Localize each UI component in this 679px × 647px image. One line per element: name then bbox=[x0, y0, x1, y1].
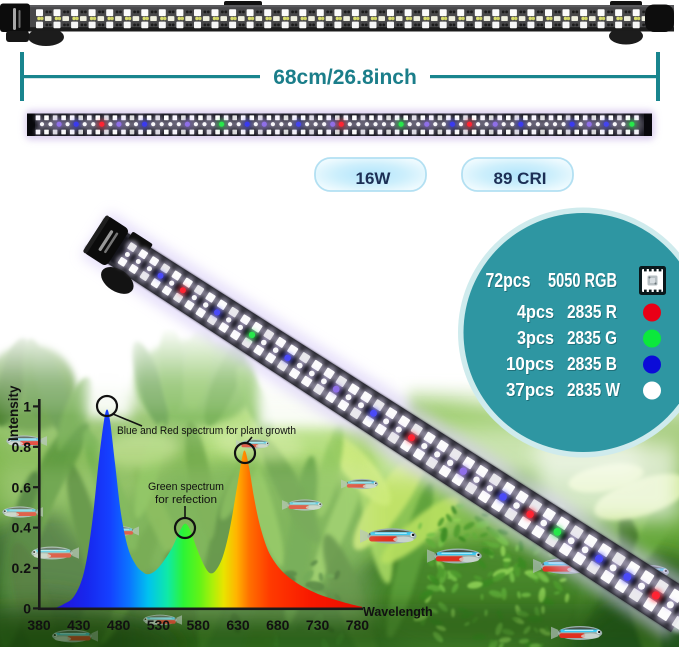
svg-text:5050 RGB: 5050 RGB bbox=[549, 271, 618, 293]
svg-text:0: 0 bbox=[23, 601, 31, 617]
svg-text:2835 R: 2835 R bbox=[567, 302, 617, 322]
svg-text:10pcs: 10pcs bbox=[506, 354, 554, 374]
svg-text:Blue and Red spectrum for plan: Blue and Red spectrum for plant growth bbox=[117, 425, 296, 437]
svg-text:380: 380 bbox=[27, 617, 51, 633]
svg-text:730: 730 bbox=[306, 617, 330, 633]
svg-text:0.4: 0.4 bbox=[12, 520, 32, 536]
svg-text:2835 G: 2835 G bbox=[567, 328, 617, 348]
svg-text:10pcs: 10pcs bbox=[507, 355, 555, 375]
svg-text:3pcs: 3pcs bbox=[518, 329, 555, 349]
svg-text:5050 RGB: 5050 RGB bbox=[548, 270, 617, 292]
svg-text:2835 B: 2835 B bbox=[567, 354, 617, 374]
svg-text:Wavelength: Wavelength bbox=[363, 605, 433, 619]
svg-text:0.8: 0.8 bbox=[12, 439, 32, 455]
svg-text:for refection: for refection bbox=[155, 494, 217, 506]
svg-text:780: 780 bbox=[346, 617, 370, 633]
svg-text:2835 W: 2835 W bbox=[568, 381, 621, 401]
svg-text:Intensity: Intensity bbox=[6, 385, 21, 441]
svg-text:72pcs: 72pcs bbox=[486, 271, 531, 293]
svg-text:37pcs: 37pcs bbox=[506, 380, 554, 400]
svg-text:0.6: 0.6 bbox=[12, 479, 32, 495]
svg-text:72pcs: 72pcs bbox=[486, 270, 531, 292]
svg-text:680: 680 bbox=[266, 617, 290, 633]
svg-text:16W: 16W bbox=[356, 169, 392, 188]
svg-text:89 CRI: 89 CRI bbox=[494, 169, 547, 188]
svg-text:37pcs: 37pcs bbox=[507, 381, 555, 401]
svg-text:530: 530 bbox=[147, 617, 171, 633]
svg-text:0.2: 0.2 bbox=[12, 560, 32, 576]
svg-text:2835 R: 2835 R bbox=[568, 303, 618, 323]
svg-text:580: 580 bbox=[187, 617, 211, 633]
svg-text:2835 G: 2835 G bbox=[568, 329, 618, 349]
svg-text:4pcs: 4pcs bbox=[517, 302, 554, 322]
svg-text:68cm/26.8inch: 68cm/26.8inch bbox=[273, 66, 417, 89]
svg-text:630: 630 bbox=[226, 617, 250, 633]
svg-text:430: 430 bbox=[67, 617, 91, 633]
svg-text:3pcs: 3pcs bbox=[517, 328, 554, 348]
svg-text:Green spectrum: Green spectrum bbox=[148, 481, 224, 493]
svg-text:480: 480 bbox=[107, 617, 131, 633]
svg-text:1: 1 bbox=[23, 399, 31, 415]
svg-text:4pcs: 4pcs bbox=[518, 303, 555, 323]
svg-text:2835 W: 2835 W bbox=[567, 380, 620, 400]
svg-text:2835 B: 2835 B bbox=[568, 355, 618, 375]
